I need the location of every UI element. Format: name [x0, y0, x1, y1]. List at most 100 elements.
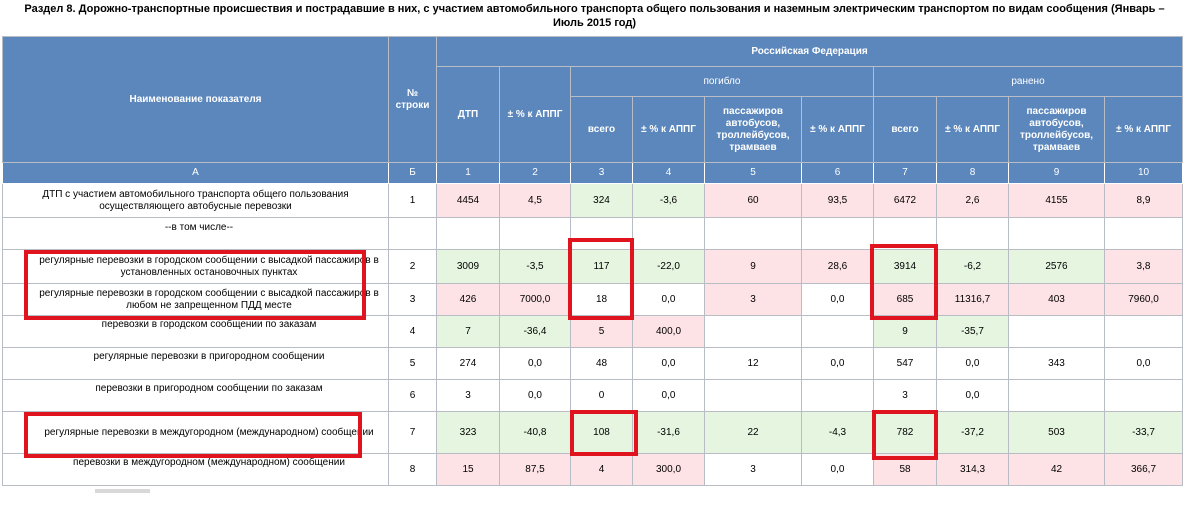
cell-value: 0,0: [801, 347, 874, 380]
cell-value: 87,5: [499, 453, 571, 486]
cell-value: -31,6: [632, 411, 705, 454]
cell-value: 685: [873, 283, 937, 316]
highlight-box-killed-intercity: [570, 410, 638, 456]
header-dtp: ДТП: [436, 66, 500, 163]
header-injured-passengers-pct: ± % к АППГ: [1104, 96, 1183, 163]
cell-value: 547: [873, 347, 937, 380]
cell-value: 3914: [873, 249, 937, 284]
cell-value: 503: [1008, 411, 1105, 454]
header-killed-passengers-pct: ± % к АППГ: [801, 96, 874, 163]
table-row: регулярные перевозки в городском сообщен…: [2, 283, 1183, 316]
cell-value: 0,0: [632, 347, 705, 380]
cell-value: 9: [704, 249, 802, 284]
cell-value: -36,4: [499, 315, 571, 348]
table-row: регулярные перевозки в междугородном (ме…: [2, 411, 1183, 454]
cell-value: -33,7: [1104, 411, 1183, 454]
highlight-box-intercity-row: [24, 412, 362, 458]
cell-value: [1008, 315, 1105, 348]
cell-value: [1104, 217, 1183, 250]
cell-value: 314,3: [936, 453, 1009, 486]
cell-value: 0,0: [499, 347, 571, 380]
column-letter: 6: [801, 162, 874, 184]
cell-value: 343: [1008, 347, 1105, 380]
cell-value: 0: [570, 379, 633, 412]
cell-value: 48: [570, 347, 633, 380]
header-killed-total: всего: [570, 96, 633, 163]
cell-value: 0,0: [801, 283, 874, 316]
cell-value: [704, 379, 802, 412]
horizontal-scrollbar[interactable]: [95, 489, 150, 493]
cell-value: 4155: [1008, 183, 1105, 218]
header-killed-passengers: пассажиров автобусов, троллейбусов, трам…: [704, 96, 802, 163]
table-row: перевозки в пригородном сообщении по зак…: [2, 379, 1183, 412]
cell-value: [801, 315, 874, 348]
cell-value: 5: [570, 315, 633, 348]
header-row-number: № строки: [388, 36, 437, 163]
cell-value: 93,5: [801, 183, 874, 218]
header-region: Российская Федерация: [436, 36, 1183, 67]
cell-value: [704, 217, 802, 250]
cell-value: 400,0: [632, 315, 705, 348]
row-name: регулярные перевозки в городском сообщен…: [2, 249, 389, 284]
column-letter: 8: [936, 162, 1009, 184]
cell-value: 7000,0: [499, 283, 571, 316]
cell-value: 2576: [1008, 249, 1105, 284]
row-name: регулярные перевозки в междугородном (ме…: [2, 411, 389, 454]
column-letter: 9: [1008, 162, 1105, 184]
cell-value: [801, 217, 874, 250]
row-name: перевозки в междугородном (международном…: [2, 453, 389, 486]
cell-value: -3,6: [632, 183, 705, 218]
cell-value: 12: [704, 347, 802, 380]
cell-value: -3,5: [499, 249, 571, 284]
cell-value: 0,0: [1104, 347, 1183, 380]
cell-value: 28,6: [801, 249, 874, 284]
cell-value: 0,0: [936, 379, 1009, 412]
row-number: 8: [388, 453, 437, 486]
row-name: перевозки в пригородном сообщении по зак…: [2, 379, 389, 412]
cell-value: 0,0: [499, 379, 571, 412]
report-title: Раздел 8. Дорожно-транспортные происшест…: [0, 2, 1189, 30]
cell-value: [570, 217, 633, 250]
cell-value: 4454: [436, 183, 500, 218]
cell-value: [1008, 217, 1105, 250]
header-killed: погибло: [570, 66, 874, 97]
cell-value: [1104, 379, 1183, 412]
cell-value: 60: [704, 183, 802, 218]
cell-value: 3: [704, 283, 802, 316]
cell-value: 0,0: [801, 453, 874, 486]
row-name: регулярные перевозки в пригородном сообщ…: [2, 347, 389, 380]
highlight-box-killed-urban: [568, 238, 634, 320]
row-number: 7: [388, 411, 437, 454]
column-letter: 3: [570, 162, 633, 184]
highlight-box-injured-urban: [870, 244, 938, 320]
cell-value: 403: [1008, 283, 1105, 316]
cell-value: 366,7: [1104, 453, 1183, 486]
cell-value: [1104, 315, 1183, 348]
row-number: 2: [388, 249, 437, 284]
cell-value: 426: [436, 283, 500, 316]
row-name: --в том числе--: [2, 217, 389, 250]
column-letter: 4: [632, 162, 705, 184]
header-injured-total: всего: [873, 96, 937, 163]
highlight-box-injured-intercity: [872, 410, 938, 460]
table-row: регулярные перевозки в пригородном сообщ…: [2, 347, 1183, 380]
cell-value: -4,3: [801, 411, 874, 454]
header-injured-passengers: пассажиров автобусов, троллейбусов, трам…: [1008, 96, 1105, 163]
cell-value: 117: [570, 249, 633, 284]
column-letter: 10: [1104, 162, 1183, 184]
table-row: регулярные перевозки в городском сообщен…: [2, 249, 1183, 284]
cell-value: 9: [873, 315, 937, 348]
cell-value: -22,0: [632, 249, 705, 284]
cell-value: 108: [570, 411, 633, 454]
cell-value: -6,2: [936, 249, 1009, 284]
column-letter: Б: [388, 162, 437, 184]
highlight-box-urban-rows: [24, 250, 366, 320]
cell-value: [936, 217, 1009, 250]
cell-value: 42: [1008, 453, 1105, 486]
header-dtp-pct: ± % к АППГ: [499, 66, 571, 163]
cell-value: [1008, 379, 1105, 412]
row-number: [388, 217, 437, 250]
row-number: 5: [388, 347, 437, 380]
cell-value: 3: [873, 379, 937, 412]
cell-value: [499, 217, 571, 250]
